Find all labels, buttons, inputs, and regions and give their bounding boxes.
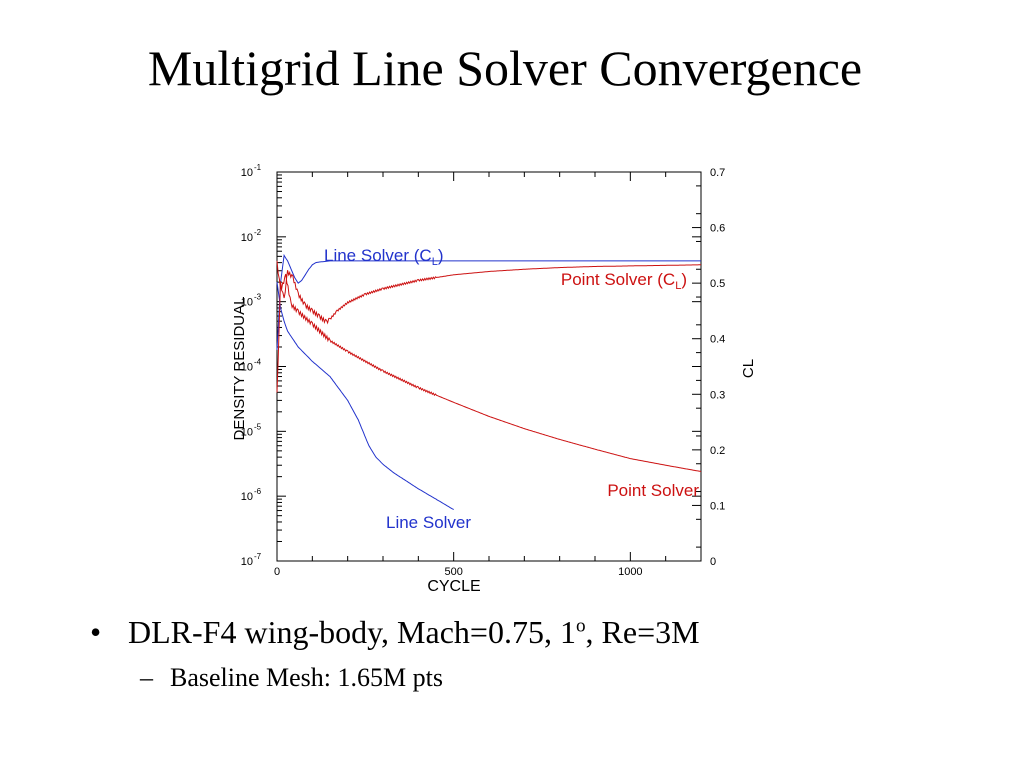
plot-frame xyxy=(276,171,702,562)
y-right-tick-label: 0.1 xyxy=(710,500,725,512)
y-left-axis-label: DENSITY RESIDUAL xyxy=(231,297,248,441)
annotation-point-res: Point Solver xyxy=(607,481,699,500)
y-left-tick-exponent: -6 xyxy=(254,487,262,496)
y-left-tick-label: 10 xyxy=(241,167,253,179)
annotation-line-res: Line Solver xyxy=(386,513,471,532)
degree-superscript: o xyxy=(575,615,586,637)
y-left-tick-label: 10 xyxy=(241,232,253,244)
y-left-tick-exponent: -3 xyxy=(254,293,262,302)
y-left-tick-exponent: -1 xyxy=(254,163,262,172)
series-line-line-res xyxy=(276,282,454,511)
series-line-point-cl xyxy=(276,264,701,393)
sub-bullet-item: – Baseline Mesh: 1.65M pts xyxy=(140,662,990,694)
annotation-line-cl: Line Solver (CL) xyxy=(324,246,444,268)
y-right-tick-label: 0.6 xyxy=(710,223,725,235)
sub-bullet-marker: – xyxy=(140,663,153,692)
bullet-list: • DLR-F4 wing-body, Mach=0.75, 1o, Re=3M… xyxy=(90,612,990,694)
y-left-tick-label: 10 xyxy=(241,297,253,309)
bullet-marker: • xyxy=(90,614,102,650)
y-right-tick-label: 0.3 xyxy=(710,389,725,401)
x-tick-label: 0 xyxy=(274,566,280,578)
x-tick-label: 500 xyxy=(444,566,462,578)
x-tick-label: 1000 xyxy=(618,566,642,578)
series-line-point-res xyxy=(276,260,702,472)
y-right-tick-label: 0.5 xyxy=(710,278,725,290)
bullet-item: • DLR-F4 wing-body, Mach=0.75, 1o, Re=3M xyxy=(90,612,990,652)
y-left-tick-exponent: -5 xyxy=(254,422,262,431)
annotation-point-cl: Point Solver (CL) xyxy=(561,270,687,292)
slide-title: Multigrid Line Solver Convergence xyxy=(147,40,863,96)
series-line-line-cl xyxy=(276,253,701,350)
y-right-tick-label: 0 xyxy=(710,556,716,568)
y-right-tick-label: 0.4 xyxy=(710,334,725,346)
y-left-tick-label: 10 xyxy=(241,556,253,568)
y-left-tick-label: 10 xyxy=(241,362,253,374)
bullet-text-end: , Re=3M xyxy=(585,614,700,650)
y-right-axis-label: CL xyxy=(740,359,757,378)
x-axis-label: CYCLE xyxy=(427,578,480,595)
convergence-chart: 10-110-210-310-410-510-610 -70.70.60.50.4… xyxy=(231,163,757,595)
y-left-tick-label: 10 xyxy=(241,426,253,438)
y-right-tick-label: 0.2 xyxy=(710,445,725,457)
bullet-text: DLR-F4 wing-body, Mach=0.75, 1 xyxy=(128,614,576,650)
y-left-tick-exponent: -4 xyxy=(254,358,262,367)
y-left-tick-label: 10 xyxy=(241,491,253,503)
y-left-tick-exponent: -7 xyxy=(254,552,262,561)
y-left-tick-exponent: -2 xyxy=(254,228,262,237)
chart-figure: 10 -1 10 -2 10 -3 10 -4 10 -5 10 -6 10 -7 0.7 0.6 0.5 0.4… xyxy=(203,110,775,600)
sub-bullet-text: Baseline Mesh: 1.65M pts xyxy=(170,663,443,692)
y-right-tick-label: 0.7 xyxy=(710,167,725,179)
